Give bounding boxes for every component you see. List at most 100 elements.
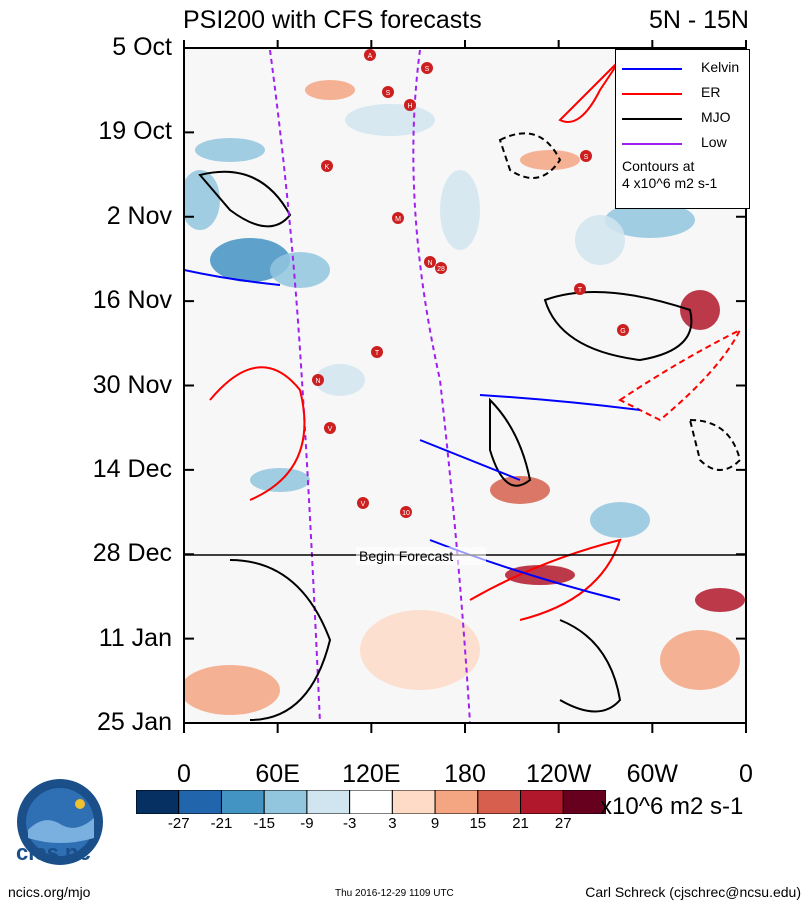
x-tick-label: 120W	[526, 760, 592, 788]
cics-logo	[17, 779, 103, 865]
footer-timestamp: Thu 2016-12-29 1109 UTC	[335, 888, 454, 899]
region-label: 5N - 15N	[648, 6, 749, 34]
shading-cell	[315, 364, 365, 396]
legend-label-low: Low	[701, 134, 727, 150]
legend-line-er	[622, 93, 682, 95]
storm-marker-label: M	[395, 216, 401, 223]
contour-path	[229, 559, 332, 721]
shading-cell	[695, 588, 745, 612]
legend-note-1: Contours at	[622, 158, 695, 174]
shading-cell	[590, 502, 650, 538]
x-tick-label: 0	[739, 760, 753, 788]
y-tick-label: 30 Nov	[92, 370, 172, 399]
forecast-label-bg	[356, 547, 486, 565]
y-tick-label: 28 Dec	[92, 539, 172, 568]
storm-marker	[435, 262, 447, 274]
colorbar-swatch	[306, 790, 351, 814]
contour-path	[412, 49, 471, 723]
storm-marker	[400, 506, 412, 518]
storm-marker-label: S	[584, 154, 589, 161]
shading-cell	[270, 252, 330, 288]
colorbar-swatch	[220, 790, 265, 814]
storm-marker	[424, 256, 436, 268]
storm-marker	[357, 497, 369, 509]
colorbar-tick-label: -15	[253, 815, 276, 832]
x-tick-label: 60E	[255, 760, 300, 788]
shading-cell	[360, 610, 480, 690]
colorbar-tick-label: -27	[167, 815, 190, 832]
shading-cell	[490, 476, 550, 504]
colorbar-tick-label: -9	[300, 815, 314, 832]
storm-markers: A S S H S K M N 28 T G T N V V 10	[312, 49, 629, 518]
storm-marker-label: S	[425, 66, 430, 73]
contour-path	[688, 418, 742, 471]
colorbar-swatch	[434, 790, 479, 814]
colorbar-swatch	[178, 790, 222, 814]
colorbar-tick-label: -3	[342, 815, 357, 832]
shading-cell	[345, 104, 435, 136]
x-tick-label: 180	[444, 760, 486, 788]
colorbar-units: x10^6 m2 s-1	[600, 793, 744, 820]
x-tick-label: 0	[177, 760, 191, 788]
colorbar-swatch	[520, 790, 564, 814]
storm-marker-label: S	[386, 90, 391, 97]
storm-marker	[364, 49, 376, 61]
storm-marker	[312, 374, 324, 386]
colorbar-tick-label: 15	[469, 815, 487, 832]
y-tick-label: 25 Jan	[96, 708, 172, 736]
shading-cell	[195, 138, 265, 162]
colorbar-tick-label: 21	[512, 815, 529, 832]
contour-path	[489, 397, 532, 487]
colorbar-tick-label: 27	[554, 815, 572, 832]
colorbar-swatch	[263, 790, 308, 814]
y-tick-label: 2 Nov	[106, 201, 172, 230]
storm-marker	[321, 160, 333, 172]
y-tick-label: 11 Jan	[98, 623, 172, 652]
legend-line-low	[622, 143, 682, 145]
logo-text: cics.nc	[16, 840, 91, 865]
storm-marker-label: 28	[437, 266, 445, 273]
shading-cell	[305, 80, 355, 100]
colorbar-swatch	[349, 790, 393, 814]
chart-title: PSI200 with CFS forecasts	[183, 6, 482, 34]
contour-path	[184, 269, 281, 286]
colorbar	[136, 790, 606, 814]
storm-marker-label: H	[407, 103, 412, 110]
colorbar-tick-label: -21	[210, 815, 233, 832]
storm-marker	[574, 283, 586, 295]
storm-marker-label: N	[427, 260, 432, 267]
storm-marker	[382, 86, 394, 98]
contour-lines	[184, 49, 743, 723]
legend-label-mjo: MJO	[701, 109, 731, 125]
colorbar-swatch	[562, 790, 606, 814]
legend-line-mjo	[622, 118, 682, 120]
storm-marker	[580, 150, 592, 162]
legend-label-kelvin: Kelvin	[701, 59, 740, 75]
contour-path	[498, 132, 562, 179]
storm-marker-label: K	[325, 164, 330, 171]
storm-marker	[404, 99, 416, 111]
storm-marker-label: V	[361, 501, 366, 508]
plot-area: A S S H S K M N 28 T G T N V V 10	[184, 48, 746, 723]
contour-path	[209, 366, 306, 501]
storm-marker-label: G	[620, 328, 625, 335]
colorbar-swatch	[477, 790, 522, 814]
begin-forecast-label: Begin Forecast	[359, 548, 453, 564]
contour-path	[269, 49, 321, 723]
storm-marker	[371, 346, 383, 358]
shading-cell	[680, 290, 720, 330]
footer-site: ncics.org/mjo	[8, 884, 91, 900]
shading-cell	[605, 202, 695, 238]
y-axis-labels: 5 Oct 19 Oct 2 Nov 16 Nov 30 Nov 14 Dec 28 Dec…	[0, 0, 172, 907]
storm-marker-label: N	[315, 378, 320, 385]
y-tick-label: 19 Oct	[98, 117, 172, 146]
legend: Kelvin ER MJO Low Contours at 4 x10^6 m2…	[615, 49, 750, 209]
storm-marker	[324, 422, 336, 434]
y-tick-label: 14 Dec	[92, 454, 172, 483]
storm-marker-label: T	[375, 350, 380, 357]
contour-path	[469, 538, 622, 621]
shading-cell	[575, 215, 625, 265]
legend-line-kelvin	[622, 68, 682, 70]
legend-label-er: ER	[701, 84, 721, 100]
